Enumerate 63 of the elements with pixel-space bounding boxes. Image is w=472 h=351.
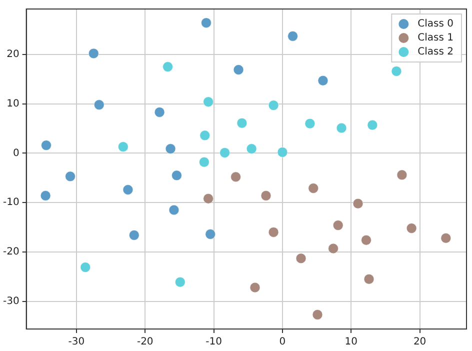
point bbox=[391, 66, 402, 76]
point bbox=[168, 204, 180, 216]
x-tick-label: -10 bbox=[206, 336, 222, 348]
point bbox=[233, 64, 244, 75]
point bbox=[198, 156, 210, 168]
y-tick-label: -20 bbox=[2, 246, 20, 258]
point bbox=[268, 100, 279, 111]
point bbox=[304, 118, 316, 129]
point bbox=[328, 243, 339, 254]
point bbox=[220, 147, 230, 158]
point bbox=[296, 253, 306, 264]
point bbox=[40, 140, 52, 151]
point bbox=[205, 228, 216, 240]
point bbox=[440, 232, 452, 244]
point bbox=[336, 122, 347, 134]
legend-label: Class 2 bbox=[418, 46, 454, 58]
point bbox=[308, 183, 319, 194]
x-tick-label: -20 bbox=[136, 336, 154, 348]
point bbox=[128, 230, 140, 240]
point bbox=[352, 198, 364, 209]
point bbox=[203, 96, 214, 108]
y-tick-label: -10 bbox=[2, 197, 20, 208]
point bbox=[230, 172, 242, 182]
point bbox=[288, 30, 298, 42]
point bbox=[318, 75, 328, 86]
point bbox=[236, 118, 248, 128]
point bbox=[154, 106, 165, 118]
point bbox=[260, 190, 272, 201]
point bbox=[364, 274, 374, 284]
x-tick-label: 20 bbox=[413, 336, 426, 348]
point bbox=[277, 146, 288, 158]
point bbox=[250, 282, 260, 293]
point bbox=[200, 130, 210, 141]
point bbox=[122, 184, 134, 195]
y-tick-label: 0 bbox=[12, 148, 20, 159]
y-tick-label: 20 bbox=[6, 49, 20, 60]
point bbox=[94, 100, 104, 110]
point bbox=[165, 144, 176, 154]
point bbox=[367, 120, 378, 130]
y-tick-label: 10 bbox=[6, 98, 20, 110]
point bbox=[88, 48, 99, 59]
x-tick-label: -30 bbox=[68, 336, 85, 348]
point bbox=[65, 171, 76, 182]
point bbox=[396, 170, 408, 180]
point bbox=[312, 309, 323, 320]
point bbox=[406, 223, 417, 234]
x-tick-label: 0 bbox=[279, 336, 286, 348]
y-tick-label: -30 bbox=[2, 296, 20, 307]
legend-label: Class 1 bbox=[418, 32, 454, 44]
point bbox=[360, 234, 372, 246]
point bbox=[80, 262, 91, 273]
point bbox=[40, 190, 51, 201]
point bbox=[171, 170, 182, 181]
point bbox=[200, 18, 212, 28]
point bbox=[162, 62, 174, 72]
x-tick-label: 10 bbox=[344, 336, 358, 348]
point bbox=[118, 142, 128, 152]
legend-label: Class 0 bbox=[418, 18, 454, 30]
point bbox=[203, 193, 214, 204]
point bbox=[332, 220, 344, 231]
point bbox=[246, 144, 257, 154]
point bbox=[174, 276, 186, 288]
point bbox=[268, 226, 279, 238]
